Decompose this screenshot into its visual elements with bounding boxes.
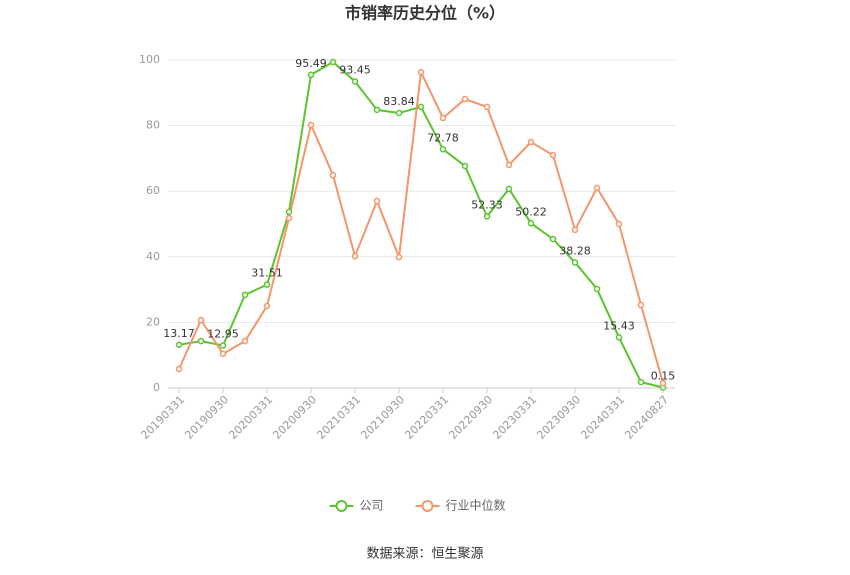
data-point [637,301,645,309]
data-point [241,337,249,345]
data-point [373,106,381,114]
data-point [219,342,227,349]
legend-label: 行业中位数 [446,498,506,513]
data-point [439,146,447,153]
source-note: 数据来源：恒生聚源 [366,547,483,562]
data-point [505,185,513,193]
series-line [178,68,664,384]
data-label: 38.28 [559,244,591,257]
x-tick-label: 20220930 [446,393,495,442]
x-tick-label: 20200930 [270,393,319,442]
x-tick-label: 20200331 [226,393,275,442]
data-point [483,103,491,111]
legend-swatch [421,500,434,512]
data-point [417,68,425,76]
data-point [329,58,337,66]
data-point [263,281,271,288]
x-tick-label: 20230930 [534,393,583,442]
data-point [285,214,293,222]
x-tick-label: 20240827 [622,393,671,442]
data-label: 52.33 [471,198,503,211]
data-point [615,220,623,228]
data-point [241,291,249,299]
data-point [263,302,271,310]
data-point [593,184,601,192]
x-tick-label: 20230331 [490,393,539,442]
data-point [439,114,447,122]
data-point [483,213,491,220]
x-tick-label: 20210930 [358,393,407,442]
data-point [197,337,205,345]
x-tick-label: 20220331 [402,393,451,442]
x-tick-label: 20190331 [138,393,187,442]
data-point [285,208,293,216]
data-point [527,220,535,227]
data-point [505,161,513,169]
data-label: 95.49 [295,57,327,70]
data-point [307,71,315,79]
x-tick-label: 20240331 [578,393,627,442]
y-tick-label: 20 [146,315,160,328]
data-point [637,378,645,386]
data-point [549,235,557,243]
data-point [461,162,469,170]
data-point [197,316,205,324]
data-point [175,341,183,349]
data-point [549,151,557,159]
data-point [571,226,579,234]
data-label: 93.45 [339,63,371,76]
data-label: 50.22 [515,205,547,218]
data-label: 15.43 [603,319,635,332]
data-point [593,285,601,293]
data-point [615,334,623,341]
legend-swatch [335,500,348,512]
data-point [527,138,535,146]
data-point [329,171,337,179]
data-label: 31.51 [251,267,283,280]
data-point [307,121,315,129]
y-tick-label: 80 [146,119,160,132]
data-point [659,379,667,387]
y-tick-label: 0 [153,381,160,394]
legend-label: 公司 [360,499,384,513]
data-point [351,252,359,260]
data-label: 12.95 [207,328,239,341]
data-label: 0.15 [651,370,676,383]
data-label: 83.84 [383,95,415,108]
data-label: 13.17 [163,327,195,340]
data-point [351,78,359,85]
data-label: 72.78 [427,131,459,144]
x-tick-label: 20210331 [314,393,363,442]
data-point [417,103,425,111]
data-point [395,253,403,261]
y-tick-label: 100 [139,53,160,66]
data-point [461,95,469,103]
data-point [373,197,381,205]
x-tick-label: 20190930 [182,393,231,442]
legend-item: 行业中位数 [415,498,506,513]
legend-item: 公司 [329,499,384,513]
data-point [219,350,227,358]
data-point [571,259,579,266]
data-point [395,109,403,117]
y-tick-label: 60 [146,184,160,197]
chart-title: 市销率历史分位（%） [345,4,505,23]
y-tick-label: 40 [146,250,160,263]
data-point [175,365,183,373]
series-line [178,60,664,389]
